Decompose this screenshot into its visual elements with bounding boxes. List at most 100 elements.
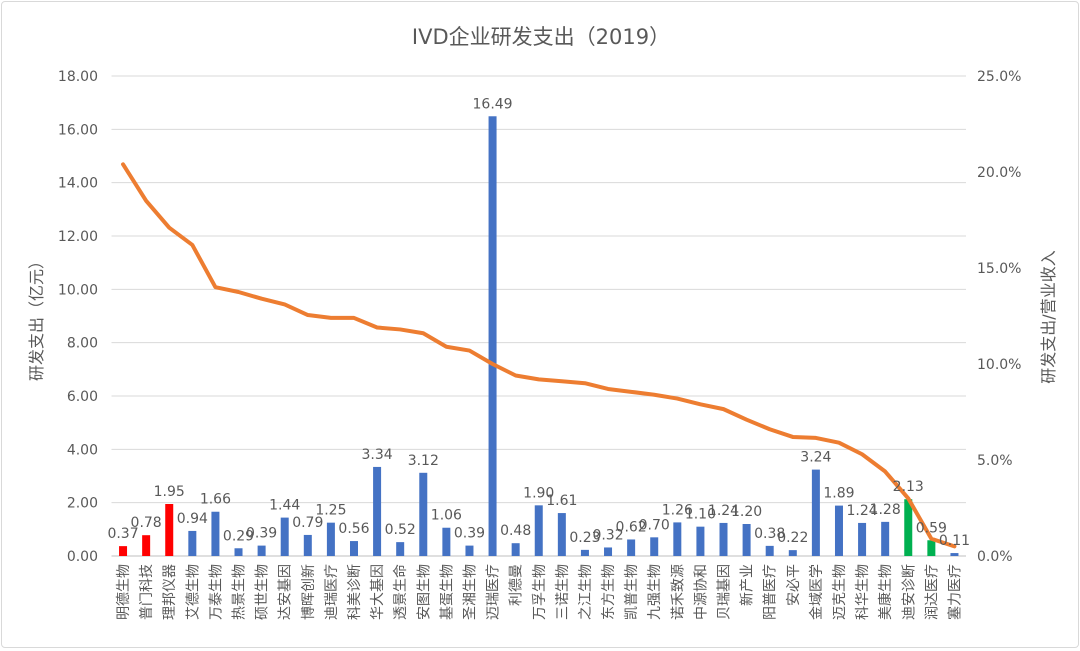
data-label: 3.34 xyxy=(362,447,393,463)
bar xyxy=(465,545,474,556)
bar xyxy=(488,116,497,557)
y-tick-label: 12.00 xyxy=(58,229,98,245)
x-tick-label: 华大基因 xyxy=(369,564,386,620)
x-tick-label: 贝瑞基因 xyxy=(716,564,733,620)
data-label: 16.49 xyxy=(473,96,513,112)
y-tick-label: 10.00 xyxy=(58,282,98,298)
bar xyxy=(696,526,705,556)
data-label: 1.95 xyxy=(154,484,185,500)
y-tick-label: 4.00 xyxy=(67,442,98,458)
y2-tick-label: 5.0% xyxy=(977,453,1013,469)
x-tick-label: 万孚生物 xyxy=(532,564,548,620)
bar xyxy=(373,466,382,556)
x-tick-label: 科美诊断 xyxy=(347,564,363,620)
bar xyxy=(442,527,451,556)
data-label: 0.62 xyxy=(616,519,647,535)
y-tick-label: 0.00 xyxy=(67,549,98,565)
data-label: 0.29 xyxy=(223,528,254,544)
data-label: 0.39 xyxy=(246,526,277,542)
bar xyxy=(188,530,197,556)
data-label: 1.20 xyxy=(731,504,762,520)
bar xyxy=(927,540,936,556)
y2-tick-label: 20.0% xyxy=(977,165,1021,181)
x-tick-label: 透景生命 xyxy=(392,564,409,620)
bar xyxy=(580,549,589,556)
x-tick-label: 金域医学 xyxy=(809,564,825,620)
bar xyxy=(765,545,774,556)
data-label: 0.22 xyxy=(777,530,808,546)
x-tick-label: 明德生物 xyxy=(116,564,132,620)
data-label: 0.11 xyxy=(939,533,970,549)
x-tick-label: 迈克生物 xyxy=(832,564,848,620)
bar xyxy=(234,548,243,556)
x-tick-label: 三诺生物 xyxy=(555,564,571,620)
bar xyxy=(165,504,174,556)
data-label: 0.78 xyxy=(131,515,162,531)
data-label: 0.94 xyxy=(177,511,208,527)
x-tick-label: 基蛋生物 xyxy=(438,564,455,620)
x-tick-label: 迈瑞医疗 xyxy=(486,564,502,620)
data-label: 0.56 xyxy=(338,521,369,537)
data-label: 1.89 xyxy=(823,486,854,502)
x-tick-label: 普门科技 xyxy=(139,564,155,620)
chart-title: IVD企业研发支出（2019） xyxy=(412,25,670,49)
bar xyxy=(142,535,151,556)
bar xyxy=(650,537,659,556)
data-label: 1.24 xyxy=(708,503,739,519)
bar xyxy=(673,522,682,556)
bar xyxy=(303,534,312,556)
bar xyxy=(534,505,543,556)
x-tick-label: 安必平 xyxy=(786,564,802,606)
bar xyxy=(834,505,843,556)
data-label: 1.25 xyxy=(315,503,346,519)
bar xyxy=(119,546,128,556)
data-label: 0.23 xyxy=(569,530,600,546)
x-tick-label: 迪瑞医疗 xyxy=(324,564,340,620)
y2-tick-label: 10.0% xyxy=(977,357,1021,373)
data-label: 2.13 xyxy=(893,479,924,495)
data-label: 1.90 xyxy=(523,485,554,501)
bar xyxy=(950,553,959,556)
y-tick-label: 8.00 xyxy=(67,336,98,352)
data-label: 1.10 xyxy=(685,507,716,523)
x-tick-label: 艾德生物 xyxy=(185,564,201,620)
x-tick-label: 达安基因 xyxy=(277,564,294,620)
ratio-line xyxy=(121,162,957,549)
bar xyxy=(211,511,220,556)
x-tick-label: 九强生物 xyxy=(647,564,663,620)
x-tick-label: 硕世生物 xyxy=(255,564,271,620)
bar xyxy=(419,472,428,556)
x-tick-label: 利德曼 xyxy=(509,564,525,606)
data-label: 0.52 xyxy=(385,522,416,538)
bar xyxy=(326,522,335,556)
data-label: 1.61 xyxy=(546,493,577,509)
y-tick-label: 14.00 xyxy=(58,176,98,192)
x-tick-label: 圣湘生物 xyxy=(462,564,478,620)
x-tick-label: 科华生物 xyxy=(855,564,871,620)
data-label: 0.39 xyxy=(454,526,485,542)
bar xyxy=(349,541,358,556)
bar xyxy=(811,469,820,556)
data-label: 1.26 xyxy=(662,502,693,518)
x-tick-label: 热景生物 xyxy=(232,564,248,620)
y-tick-label: 16.00 xyxy=(58,122,98,138)
data-label: 0.79 xyxy=(292,515,323,531)
y-tick-label: 18.00 xyxy=(58,69,98,85)
y-tick-label: 2.00 xyxy=(67,496,98,512)
bar xyxy=(719,522,728,556)
x-tick-label: 万泰生物 xyxy=(208,564,224,620)
y2-tick-label: 25.0% xyxy=(977,69,1021,85)
y-axis-label: 研发支出（亿元） xyxy=(27,253,46,381)
bar xyxy=(511,543,520,556)
bar xyxy=(280,517,289,556)
x-tick-label: 润达医疗 xyxy=(924,564,940,620)
data-label: 1.44 xyxy=(269,498,300,514)
bar xyxy=(742,524,751,556)
x-tick-label: 美康生物 xyxy=(877,564,894,620)
x-tick-label: 迪安诊断 xyxy=(901,564,917,620)
bar xyxy=(627,539,636,556)
x-tick-label: 理邦仪器 xyxy=(162,564,178,620)
data-label: 0.37 xyxy=(107,526,138,542)
